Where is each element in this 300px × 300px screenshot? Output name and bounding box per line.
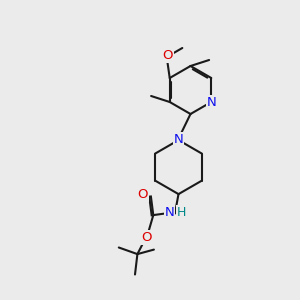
Text: N: N xyxy=(207,96,217,109)
Text: O: O xyxy=(162,49,172,62)
Text: N: N xyxy=(174,133,183,146)
Text: O: O xyxy=(137,188,148,201)
Text: N: N xyxy=(165,206,174,220)
Text: O: O xyxy=(141,231,152,244)
Text: H: H xyxy=(177,206,186,220)
